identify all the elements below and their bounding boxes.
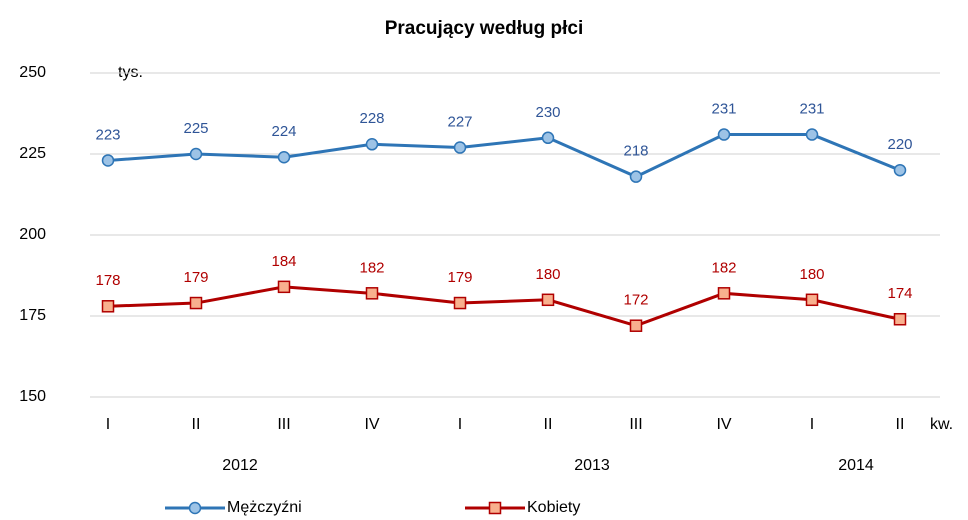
value-label: 174: [887, 285, 912, 302]
value-label: 230: [535, 104, 560, 121]
point: [893, 163, 907, 177]
y-tick-label: 250: [19, 64, 46, 81]
value-label: 231: [799, 101, 824, 118]
x-tick-label: IV: [364, 416, 379, 433]
point: [365, 138, 379, 151]
point: [717, 287, 731, 300]
series-line: [107, 285, 901, 328]
value-label: 220: [887, 136, 912, 153]
legend-marker: [188, 501, 202, 515]
value-label: 225: [183, 120, 208, 137]
point: [805, 293, 819, 307]
value-label: 218: [623, 143, 648, 160]
x-tick-label: III: [277, 416, 290, 433]
point: [541, 131, 555, 145]
x-tick-label: I: [810, 416, 814, 433]
value-label: 228: [359, 110, 384, 127]
y-tick-label: 225: [19, 145, 46, 162]
point: [101, 154, 115, 167]
point: [101, 300, 115, 313]
series-line: [107, 133, 901, 179]
x-tick-label: IV: [716, 416, 731, 433]
value-label: 182: [711, 259, 736, 276]
point: [629, 170, 643, 183]
point: [805, 128, 819, 141]
point: [717, 128, 731, 141]
x-group-label: 2013: [574, 457, 610, 474]
chart-title: Pracujący według płci: [385, 18, 584, 39]
value-label: 231: [711, 101, 736, 118]
legend-marker: [488, 501, 502, 515]
value-label: 178: [95, 272, 120, 289]
value-label: 184: [271, 253, 296, 270]
x-group-label: 2014: [838, 457, 874, 474]
legend-label: Kobiety: [527, 499, 580, 516]
x-tick-label: III: [629, 416, 642, 433]
value-label: 180: [535, 266, 560, 283]
value-label: 182: [359, 259, 384, 276]
point: [541, 293, 555, 307]
x-tick-label: I: [458, 416, 462, 433]
value-label: 179: [183, 269, 208, 286]
value-label: 172: [623, 292, 648, 309]
value-label: 227: [447, 113, 472, 130]
point: [365, 287, 379, 300]
point: [277, 150, 291, 164]
x-unit: kw.: [930, 416, 953, 433]
y-tick-label: 200: [19, 226, 46, 243]
point: [189, 147, 203, 161]
x-tick-label: II: [192, 416, 201, 433]
y-tick-label: 175: [19, 307, 46, 324]
x-tick-label: I: [106, 416, 110, 433]
x-tick-label: II: [896, 416, 905, 433]
value-label: 180: [799, 266, 824, 283]
y-tick-label: 150: [19, 388, 46, 405]
value-label: 223: [95, 126, 120, 143]
value-label: 179: [447, 269, 472, 286]
point: [893, 312, 907, 326]
legend-label: Mężczyźni: [227, 499, 302, 516]
point: [453, 296, 467, 310]
point: [277, 280, 291, 294]
point: [629, 319, 643, 332]
x-group-label: 2012: [222, 457, 258, 474]
point: [189, 296, 203, 310]
x-tick-label: II: [544, 416, 553, 433]
point: [453, 141, 467, 154]
value-label: 224: [271, 123, 296, 140]
